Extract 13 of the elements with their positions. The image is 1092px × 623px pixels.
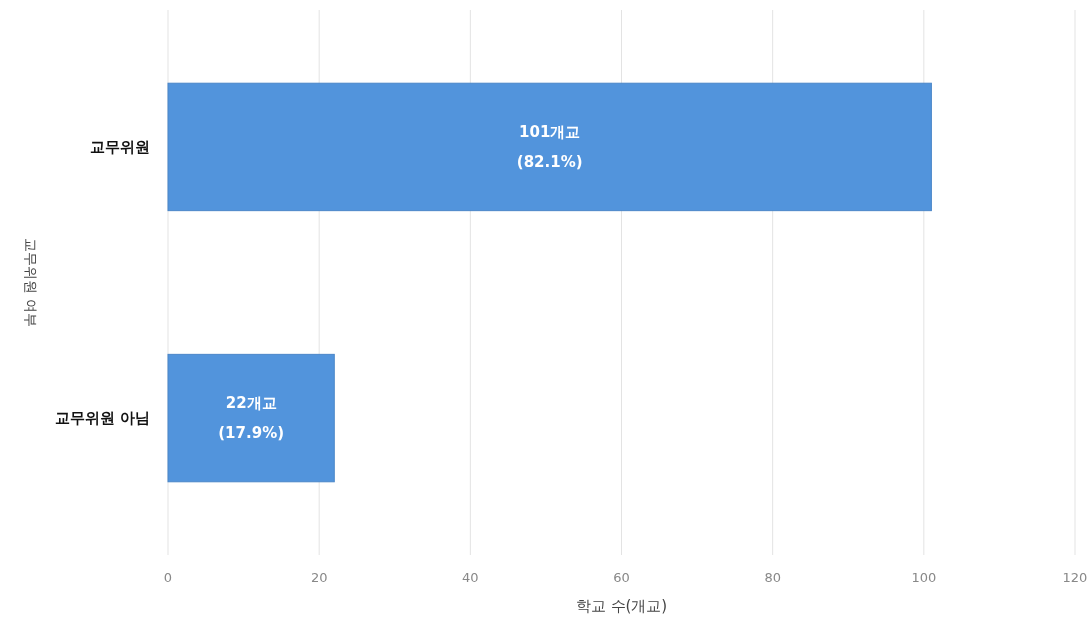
x-tick-label: 0	[163, 570, 173, 585]
x-tick-label: 40	[462, 570, 479, 585]
data-label: 101개교 (82.1%)	[516, 122, 583, 171]
x-tick-label: 80	[764, 570, 781, 585]
y-tick-label: 교무위원	[90, 137, 150, 156]
x-tick-label: 20	[310, 570, 328, 585]
y-tick-label: 교무위원 아님	[54, 409, 150, 428]
data-label: 22개교 (17.9%)	[218, 394, 285, 443]
x-tick-label: 60	[613, 570, 630, 585]
x-tick-label: 100	[911, 570, 937, 585]
x-tick-label: 120	[1062, 570, 1088, 585]
y-axis-title: 교무위원 여부	[23, 238, 39, 327]
x-axis-title: 학교 수(개교)	[575, 597, 668, 615]
